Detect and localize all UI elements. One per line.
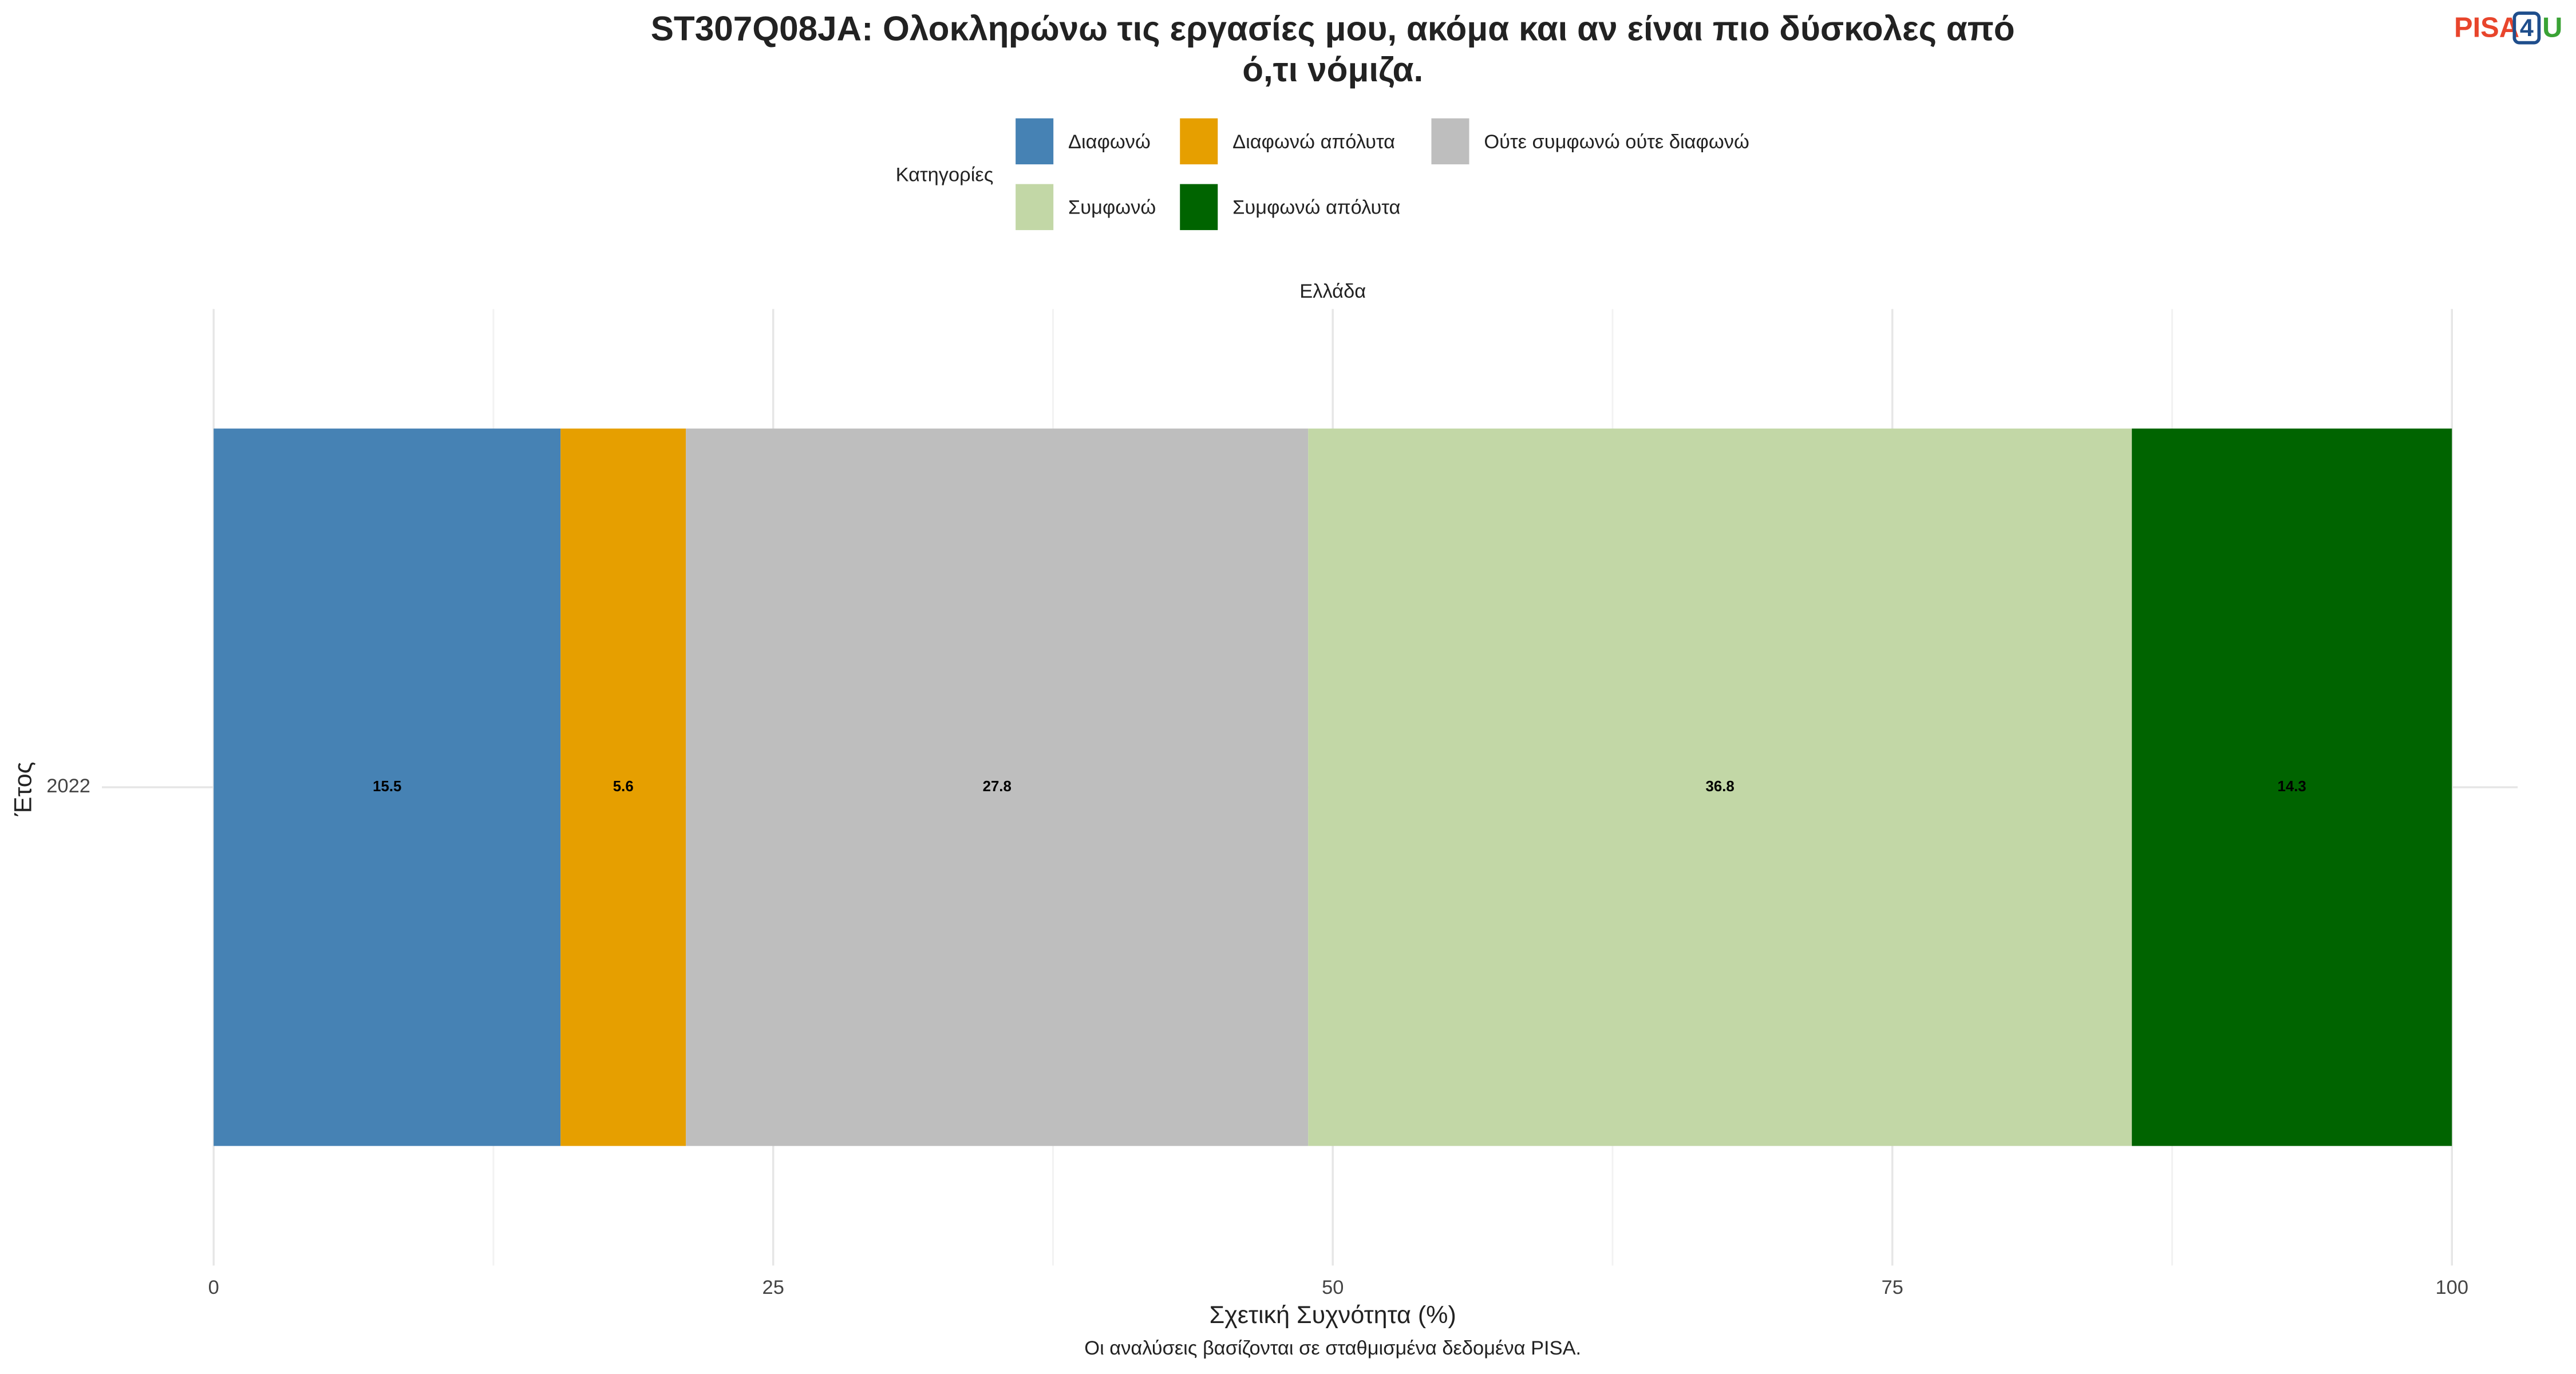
x-tick-label: 0 xyxy=(208,1277,219,1298)
x-tick-label: 25 xyxy=(762,1277,784,1298)
logo-box xyxy=(2512,11,2541,45)
chart-title: ό,τι νόμιζα. xyxy=(1242,50,1423,89)
legend-label: Διαφωνώ xyxy=(1068,131,1151,153)
legend-label: Διαφωνώ απόλυτα xyxy=(1232,131,1395,153)
value-label: 36.8 xyxy=(1706,779,1735,795)
bar-segment xyxy=(560,428,686,1146)
legend-label: Ούτε συμφωνώ ούτε διαφωνώ xyxy=(1484,131,1749,153)
x-axis-label: Σχετική Συχνότητα (%) xyxy=(1210,1301,1456,1329)
bar-segment xyxy=(686,428,1309,1146)
legend-swatch xyxy=(1180,118,1218,165)
caption: Οι αναλύσεις βασίζονται σε σταθμισμένα δ… xyxy=(1084,1337,1581,1359)
y-tick-label: 2022 xyxy=(46,775,90,797)
value-label: 27.8 xyxy=(983,779,1012,795)
value-label: 14.3 xyxy=(2278,779,2306,795)
legend-label: Συμφωνώ xyxy=(1068,197,1156,219)
value-label: 15.5 xyxy=(373,779,401,795)
value-label: 5.6 xyxy=(613,779,634,795)
legend-swatch xyxy=(1180,184,1218,230)
chart-title: ST307Q08JA: Ολοκληρώνω τις εργασίες μου,… xyxy=(651,9,2015,48)
bar-segment xyxy=(1308,428,2132,1146)
x-tick-label: 75 xyxy=(1882,1277,1903,1298)
x-tick-label: 100 xyxy=(2436,1277,2468,1298)
legend-title: Κατηγορίες xyxy=(896,164,994,185)
bar-segment xyxy=(214,428,561,1146)
legend-label: Συμφωνώ απόλυτα xyxy=(1232,197,1400,219)
facet-label: Ελλάδα xyxy=(1299,281,1366,302)
logo-text: PISA xyxy=(2454,13,2519,44)
y-axis-label: Έτος xyxy=(9,762,37,817)
x-tick-label: 50 xyxy=(1322,1277,1344,1298)
legend-swatch xyxy=(1016,184,1054,230)
logo-text: U xyxy=(2542,13,2562,44)
legend-swatch xyxy=(1016,118,1054,165)
legend-swatch xyxy=(1431,118,1469,165)
bar-segment xyxy=(2132,428,2452,1146)
logo-text: 4 xyxy=(2520,14,2534,42)
